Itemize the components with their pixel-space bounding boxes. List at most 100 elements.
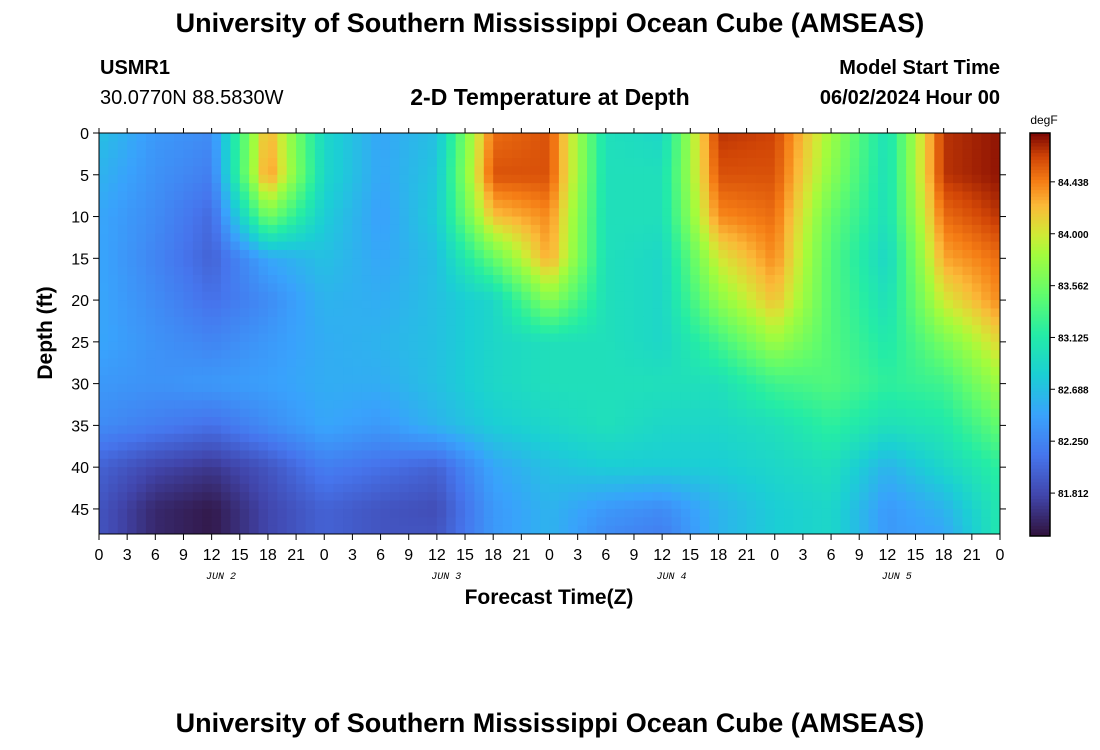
x-tick-label: 0 [95, 547, 104, 564]
heatmap-cell [389, 258, 400, 268]
heatmap-cell [577, 400, 588, 410]
heatmap-cell [202, 300, 213, 309]
heatmap-cell [577, 141, 588, 151]
colorbar-swatch [1030, 438, 1050, 443]
heatmap-cell [558, 517, 569, 527]
heatmap-cell [511, 133, 522, 142]
heatmap-cell [446, 408, 457, 418]
heatmap-cell [615, 467, 626, 477]
heatmap-cell [183, 216, 194, 226]
heatmap-cell [568, 500, 579, 510]
heatmap-cell [333, 149, 344, 159]
heatmap-cell [277, 358, 288, 368]
heatmap-cell [633, 241, 644, 251]
heatmap-cell [652, 525, 663, 535]
colorbar-swatch [1030, 290, 1050, 295]
heatmap-cell [446, 467, 457, 477]
heatmap-cell [981, 241, 992, 251]
heatmap-cell [239, 358, 250, 368]
heatmap-cell [314, 366, 325, 376]
heatmap-cell [915, 141, 926, 151]
heatmap-cell [155, 291, 166, 301]
heatmap-cell [324, 358, 335, 368]
heatmap-cell [812, 408, 823, 418]
heatmap-cell [540, 400, 550, 410]
heatmap-cell [793, 383, 804, 393]
heatmap-cell [239, 391, 250, 401]
heatmap-cell [624, 183, 635, 192]
heatmap-cell [361, 366, 372, 376]
heatmap-cell [455, 450, 466, 460]
heatmap-cell [896, 517, 907, 527]
heatmap-cell [605, 258, 616, 268]
heatmap-cell [455, 241, 466, 251]
heatmap-cell [230, 258, 241, 268]
heatmap-cell [765, 483, 776, 493]
heatmap-cell [155, 166, 166, 176]
heatmap-cell [587, 233, 597, 243]
heatmap-cell [943, 275, 954, 284]
heatmap-cell [633, 458, 644, 468]
heatmap-cell [746, 492, 757, 502]
heatmap-cell [502, 391, 513, 401]
heatmap-cell [821, 199, 832, 209]
heatmap-cell [990, 208, 1001, 218]
heatmap-cell [990, 308, 1001, 318]
heatmap-cell [258, 500, 269, 510]
heatmap-cell [389, 133, 400, 142]
heatmap-cell [211, 350, 222, 360]
heatmap-cell [333, 350, 344, 360]
heatmap-cell [511, 266, 522, 276]
heatmap-cell [680, 366, 691, 376]
heatmap-cell [446, 383, 457, 393]
heatmap-cell [887, 341, 898, 351]
heatmap-cell [305, 333, 316, 343]
heatmap-cell [145, 133, 156, 142]
heatmap-cell [577, 458, 588, 468]
heatmap-cell [305, 483, 316, 493]
heatmap-cell [136, 291, 147, 301]
heatmap-cell [587, 291, 597, 301]
heatmap-cell [211, 249, 222, 259]
heatmap-cell [530, 433, 541, 443]
heatmap-cell [371, 366, 382, 376]
heatmap-cell [474, 525, 485, 535]
heatmap-cell [877, 383, 888, 393]
heatmap-cell [521, 358, 532, 368]
heatmap-cell [427, 350, 438, 360]
heatmap-cell [812, 492, 823, 502]
heatmap-cell [436, 291, 447, 301]
heatmap-cell [652, 325, 663, 334]
heatmap-cell [709, 325, 719, 334]
heatmap-cell [859, 199, 870, 209]
heatmap-cell [389, 400, 400, 410]
heatmap-cell [859, 408, 870, 418]
heatmap-cell [868, 408, 879, 418]
heatmap-cell [521, 417, 532, 426]
heatmap-cell [145, 458, 156, 468]
heatmap-cell [962, 249, 973, 259]
heatmap-cell [136, 275, 147, 284]
colorbar-frame [1029, 132, 1051, 537]
heatmap-cell [906, 258, 917, 268]
heatmap-cell [568, 233, 579, 243]
heatmap-cell [718, 258, 729, 268]
heatmap-cell [389, 500, 400, 510]
heatmap-cell [868, 341, 879, 351]
heatmap-cell [568, 483, 579, 493]
heatmap-cell [361, 417, 372, 426]
heatmap-cell [831, 149, 841, 159]
heatmap-cell [596, 442, 607, 451]
heatmap-cell [511, 425, 522, 435]
colorbar-swatch [1030, 398, 1050, 403]
heatmap-cell [962, 341, 973, 351]
heatmap-cell [699, 492, 710, 502]
heatmap-cell [577, 433, 588, 443]
heatmap-cell [258, 383, 269, 393]
heatmap-cell [99, 141, 109, 151]
heatmap-cell [587, 358, 597, 368]
heatmap-cell [408, 258, 419, 268]
heatmap-cell [633, 300, 644, 309]
heatmap-cell [840, 341, 851, 351]
heatmap-cell [455, 483, 466, 493]
